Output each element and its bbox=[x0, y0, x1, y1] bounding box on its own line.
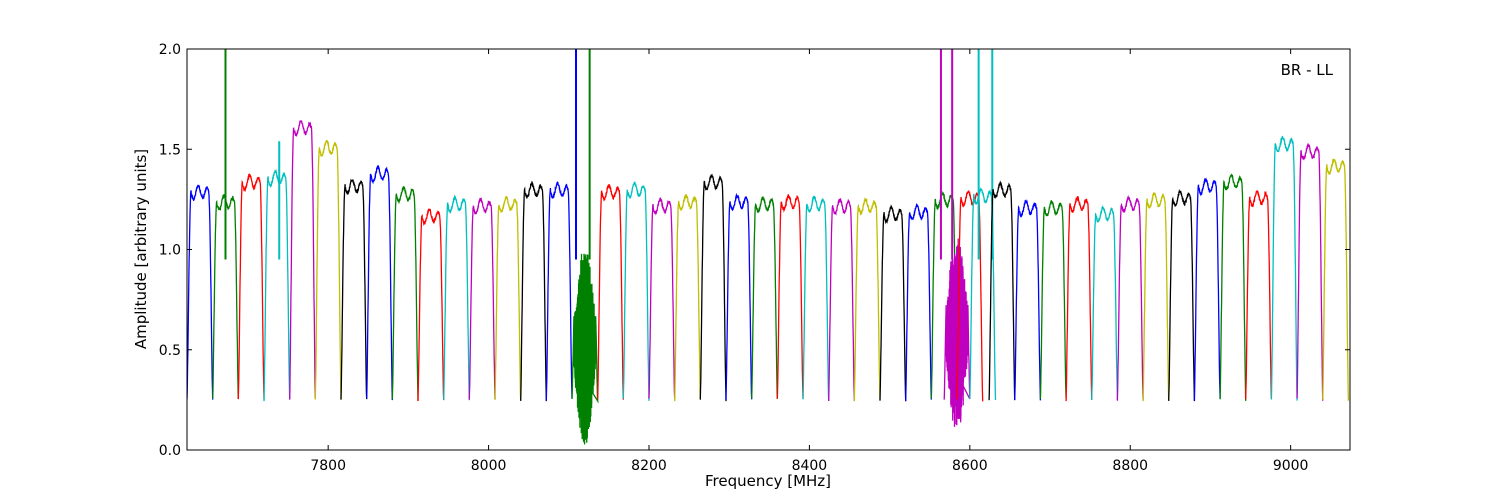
y-tick-label: 0.5 bbox=[159, 343, 181, 359]
series-line-channel-41 bbox=[1193, 177, 1221, 401]
series-line-channel-23 bbox=[776, 194, 804, 399]
x-tick-label: 8600 bbox=[952, 458, 988, 474]
x-tick-label: 8800 bbox=[1112, 458, 1148, 474]
series-line-channel-44 bbox=[1270, 135, 1298, 401]
series-line-channel-24 bbox=[802, 195, 830, 402]
series-layer bbox=[187, 49, 1350, 445]
series-line-channel-19 bbox=[674, 194, 701, 402]
series-line-channel-10 bbox=[443, 194, 470, 401]
series-line-channel-8 bbox=[391, 186, 419, 401]
series-line-channel-27 bbox=[879, 204, 907, 402]
series-line-channel-22 bbox=[751, 196, 778, 399]
y-tick-label: 2.0 bbox=[159, 42, 181, 58]
series-line-channel-5 bbox=[314, 140, 342, 400]
x-tick-label: 8200 bbox=[631, 458, 667, 474]
series-line-channel-3 bbox=[263, 168, 291, 402]
series-line-channel-45 bbox=[1296, 142, 1324, 401]
series-line-channel-2 bbox=[237, 173, 265, 400]
y-tick-label: 1.5 bbox=[159, 142, 181, 158]
series-line-channel-18 bbox=[648, 197, 676, 399]
series-line-channel-25 bbox=[828, 198, 855, 402]
series-line-channel-15 bbox=[571, 253, 599, 445]
series-line-channel-36 bbox=[1065, 195, 1093, 402]
series-line-channel-4 bbox=[289, 120, 316, 400]
series-line-channel-9 bbox=[417, 208, 445, 402]
series-line-channel-14 bbox=[545, 181, 573, 401]
series-line-channel-37 bbox=[1091, 205, 1119, 401]
series-line-channel-13 bbox=[520, 180, 547, 402]
series-line-channel-6 bbox=[340, 178, 368, 400]
series-line-channel-39 bbox=[1142, 192, 1170, 402]
series-line-channel-42 bbox=[1219, 173, 1247, 401]
y-tick-label: 0.0 bbox=[159, 443, 181, 459]
series-line-channel-35 bbox=[1039, 200, 1067, 400]
series-line-channel-20 bbox=[699, 173, 727, 402]
series-line-channel-28 bbox=[905, 203, 932, 402]
series-line-channel-40 bbox=[1168, 188, 1196, 402]
y-axis-label: Amplitude [arbitrary units] bbox=[132, 149, 150, 349]
series-line-channel-33 bbox=[988, 180, 1016, 401]
y-tick-label: 1.0 bbox=[159, 243, 181, 259]
series-line-channel-32 bbox=[969, 186, 997, 401]
series-line-channel-11 bbox=[468, 196, 496, 400]
series-line-channel-26 bbox=[853, 197, 881, 402]
series-line-channel-12 bbox=[494, 196, 522, 401]
series-line-channel-7 bbox=[366, 164, 393, 401]
tick-layer: 7800 8000 8200 8400 8600 8800 9000 0.0 0.5 1.0 1.5… bbox=[159, 42, 1350, 474]
series-line-channel-38 bbox=[1116, 195, 1144, 401]
x-axis-label: Frequency [MHz] bbox=[705, 472, 831, 490]
series-line-channel-17 bbox=[622, 181, 650, 401]
series-line-channel-0 bbox=[187, 184, 214, 400]
series-line-channel-34 bbox=[1014, 199, 1042, 401]
series-line-channel-43 bbox=[1245, 190, 1273, 400]
series-line-channel-21 bbox=[725, 192, 753, 401]
x-tick-label: 8000 bbox=[471, 458, 507, 474]
series-line-channel-46 bbox=[1322, 158, 1350, 401]
panel-annotation: BR - LL bbox=[1281, 61, 1334, 79]
series-line-channel-30 bbox=[943, 238, 971, 427]
x-tick-label: 8400 bbox=[792, 458, 828, 474]
x-tick-label: 7800 bbox=[310, 458, 346, 474]
x-tick-label: 9000 bbox=[1273, 458, 1309, 474]
series-line-channel-16 bbox=[597, 184, 624, 400]
